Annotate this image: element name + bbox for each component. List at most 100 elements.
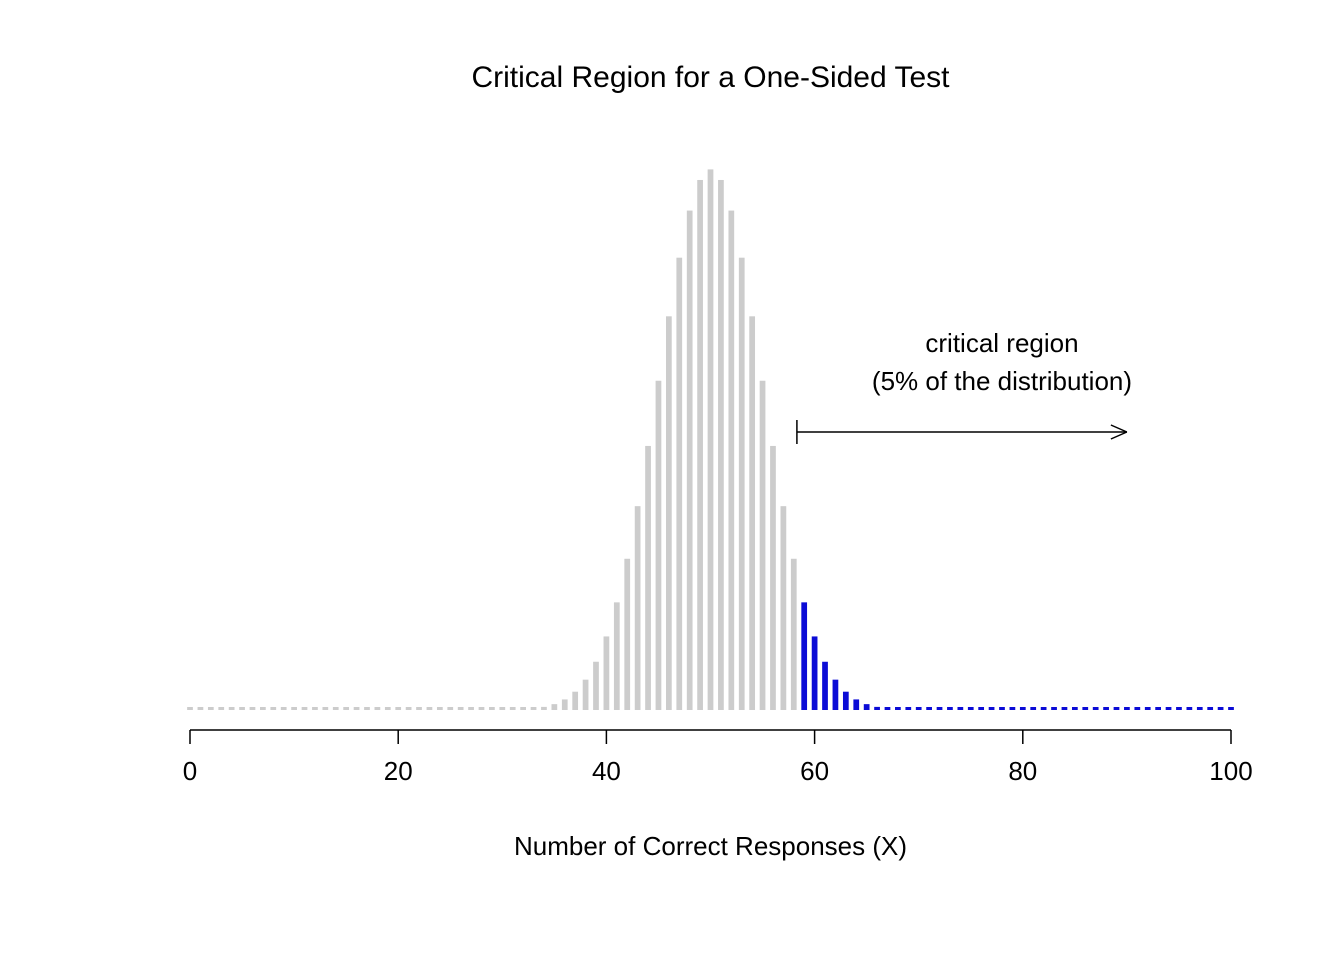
- bar: [1020, 707, 1026, 710]
- bar: [697, 180, 703, 710]
- bar: [229, 707, 235, 710]
- annotation-line1: critical region: [925, 328, 1078, 358]
- bar: [1010, 707, 1016, 710]
- bar: [812, 636, 818, 710]
- bar: [989, 707, 995, 710]
- bar: [718, 180, 724, 710]
- critical-region-chart: Critical Region for a One-Sided Test 020…: [0, 0, 1344, 960]
- bar: [489, 707, 495, 710]
- bar: [531, 707, 537, 710]
- bar: [562, 699, 568, 710]
- bar: [198, 707, 204, 710]
- bar: [708, 169, 714, 710]
- bar: [239, 707, 245, 710]
- bar: [978, 707, 984, 710]
- bar: [333, 707, 339, 710]
- bar: [1228, 707, 1234, 710]
- bar: [1155, 707, 1161, 710]
- bar: [614, 602, 620, 710]
- bar: [760, 381, 766, 710]
- bar: [999, 707, 1005, 710]
- bar: [291, 707, 297, 710]
- bar: [437, 707, 443, 710]
- bar: [302, 707, 308, 710]
- bar: [1207, 707, 1213, 710]
- x-tick-label: 100: [1209, 756, 1252, 786]
- bar: [1093, 707, 1099, 710]
- bar: [770, 446, 776, 710]
- bar: [937, 707, 943, 710]
- bar: [791, 559, 797, 710]
- bar: [645, 446, 651, 710]
- bar: [895, 707, 901, 710]
- bar: [354, 707, 360, 710]
- bar: [853, 699, 859, 710]
- bar: [947, 707, 953, 710]
- bar: [385, 707, 391, 710]
- bar: [551, 704, 557, 710]
- bar: [739, 258, 745, 710]
- bar: [1062, 707, 1068, 710]
- bar: [395, 707, 401, 710]
- bar: [281, 707, 287, 710]
- bar: [520, 707, 526, 710]
- bar: [406, 707, 412, 710]
- x-tick-label: 40: [592, 756, 621, 786]
- x-axis-label: Number of Correct Responses (X): [514, 831, 907, 861]
- bar: [1145, 707, 1151, 710]
- bar: [687, 211, 693, 710]
- bar: [312, 707, 318, 710]
- bar: [968, 707, 974, 710]
- bar: [864, 704, 870, 710]
- bar: [822, 662, 828, 710]
- bar: [572, 692, 578, 710]
- bar: [1041, 707, 1047, 710]
- x-tick-label: 0: [183, 756, 197, 786]
- bar: [447, 707, 453, 710]
- bar: [1082, 707, 1088, 710]
- bar: [375, 707, 381, 710]
- bar: [416, 707, 422, 710]
- bar: [1103, 707, 1109, 710]
- bar: [843, 692, 849, 710]
- bar: [1030, 707, 1036, 710]
- bar: [1072, 707, 1078, 710]
- bar: [1124, 707, 1130, 710]
- bar: [458, 707, 464, 710]
- bar: [957, 707, 963, 710]
- bar: [468, 707, 474, 710]
- bar: [187, 707, 193, 710]
- bar: [427, 707, 433, 710]
- bar: [874, 707, 880, 710]
- bar: [604, 636, 610, 710]
- bar: [343, 707, 349, 710]
- x-axis: 020406080100: [183, 730, 1253, 786]
- bar: [905, 707, 911, 710]
- bar: [656, 381, 662, 710]
- bar: [1134, 707, 1140, 710]
- bar: [749, 316, 755, 710]
- bar: [1051, 707, 1057, 710]
- bar: [322, 707, 328, 710]
- bar: [364, 707, 370, 710]
- chart-title: Critical Region for a One-Sided Test: [471, 61, 950, 94]
- bar: [1114, 707, 1120, 710]
- bar: [250, 707, 256, 710]
- annotation-arrow: [797, 420, 1127, 444]
- bar: [1187, 707, 1193, 710]
- bar: [208, 707, 214, 710]
- bar: [1197, 707, 1203, 710]
- bar: [270, 707, 276, 710]
- bar: [510, 707, 516, 710]
- annotation-line2: (5% of the distribution): [872, 366, 1132, 396]
- bar: [218, 707, 224, 710]
- bar: [593, 662, 599, 710]
- x-tick-label: 80: [1008, 756, 1037, 786]
- bar: [541, 707, 547, 710]
- bar: [1166, 707, 1172, 710]
- bar: [926, 707, 932, 710]
- bar: [583, 680, 589, 710]
- bar: [885, 707, 891, 710]
- bar: [1218, 707, 1224, 710]
- bar: [781, 506, 787, 710]
